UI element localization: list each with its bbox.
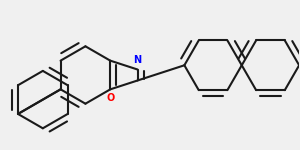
Text: O: O: [106, 93, 114, 104]
Text: N: N: [134, 55, 142, 65]
